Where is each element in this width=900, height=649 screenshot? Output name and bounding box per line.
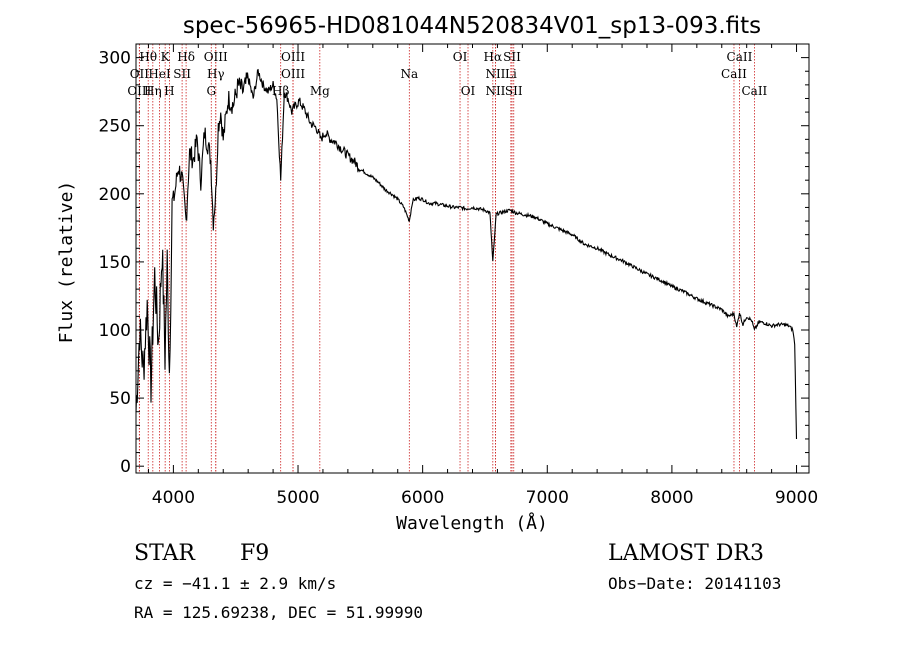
x-tick-label: 6000 [401,488,444,508]
x-axis: 4000 5000 6000 7000 8000 9000 [147,44,818,508]
line-id-label: H [164,84,174,98]
line-id-label: Na [400,67,418,81]
line-id-label: Li [505,67,517,81]
line-id-label: OI [461,84,476,98]
y-tick-label: 300 [99,49,131,69]
line-id-label: Hβ [272,84,289,98]
y-tick-label: 0 [120,457,131,477]
y-tick-label: 100 [99,321,131,341]
line-id-label: SII [173,67,191,81]
line-id-label: Hθ [139,50,157,64]
line-id-label: HeI [148,67,171,81]
line-id-label: Hδ [177,50,195,64]
redshift-cz: cz = −41.1 ± 2.9 km/s [134,574,336,593]
object-class: STAR [134,541,196,566]
line-id-label: CaII [727,50,753,64]
line-id-label: OIII [127,84,151,98]
line-id-label: Hγ [207,67,225,81]
ra-dec: RA = 125.69238, DEC = 51.99990 [134,603,423,622]
line-id-label: Hα [484,50,503,64]
x-tick-label: 4000 [152,488,195,508]
line-id-label: SII [505,84,523,98]
chart-title: spec-56965-HD081044N520834V01_sp13-093.f… [183,13,761,39]
line-id-label: CaII [741,84,767,98]
y-tick-label: 250 [99,117,131,137]
y-tick-label: 150 [99,253,131,273]
x-tick-label: 8000 [650,488,693,508]
line-id-label: OIII [204,50,228,64]
line-id-label: OIII [281,67,305,81]
line-id-label: Mg [310,84,330,98]
survey-name: LAMOST DR3 [608,541,764,566]
line-id-label: NII [485,67,505,81]
y-axis: 0 50 100 150 200 250 300 [99,49,809,477]
x-tick-label: 9000 [775,488,818,508]
line-id-label: G [206,84,216,98]
obs-date: Obs−Date: 20141103 [608,574,781,593]
object-subclass: F9 [240,541,269,566]
line-id-label: OIII [281,50,305,64]
y-tick-label: 200 [99,185,131,205]
x-tick-label: 5000 [276,488,319,508]
line-id-label: K [161,50,171,64]
spectrum-line [135,68,798,440]
line-labels: Hθ OII OIII K HeI Hη SII H Hδ OIII Hγ G OIII OIII Hβ Mg… [127,50,767,98]
line-id-label: NII [485,84,505,98]
line-id-label: CaII [721,67,747,81]
line-id-label: OI [453,50,468,64]
line-id-label: OII [130,67,150,81]
line-id-label: SII [503,50,521,64]
y-tick-label: 50 [109,389,131,409]
line-id-label: Hη [144,84,162,98]
y-axis-label: Flux (relative) [56,181,77,344]
x-axis-label: Wavelength (Å) [396,512,548,534]
plot-frame [135,43,810,474]
x-tick-label: 7000 [526,488,569,508]
